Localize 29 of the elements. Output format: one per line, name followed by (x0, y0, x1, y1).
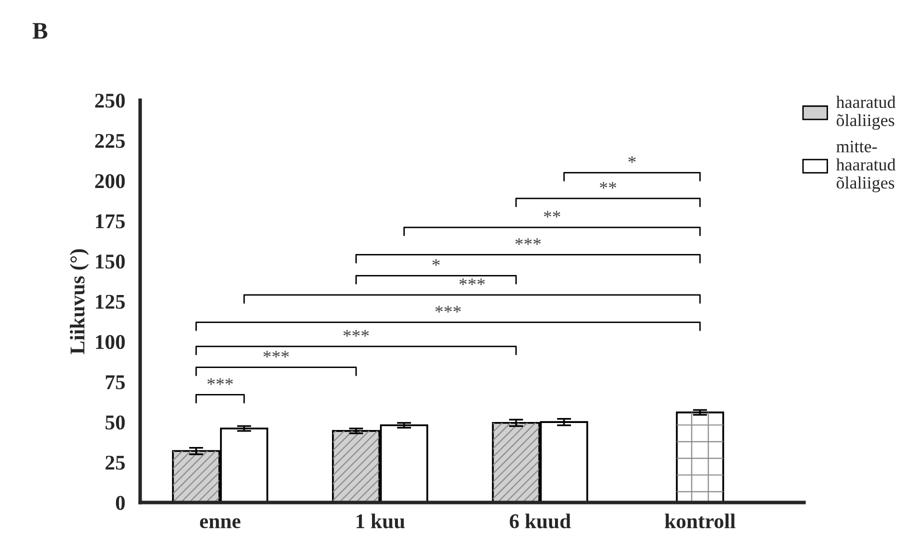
x-tick-label: kontroll (664, 514, 736, 528)
annotation: * (432, 259, 440, 266)
annotation: *** (435, 306, 461, 312)
y-tick-label: 75 (106, 375, 125, 390)
y-tick-label: 50 (106, 415, 125, 430)
y-tick-label: 125 (96, 294, 125, 309)
annotation: *** (263, 350, 289, 358)
y-tick-label: 250 (95, 94, 125, 108)
legend-label: haaratud õlaliiges (836, 96, 896, 130)
y-tick-label: 225 (95, 134, 125, 148)
y-axis-title: Liikuvus (°) (70, 249, 89, 354)
annotation: *** (343, 330, 369, 337)
y-tick-label: 100 (96, 334, 125, 350)
annotation: *** (515, 238, 541, 245)
x-tick-label: 1 kuu (356, 514, 405, 528)
annotation: *** (207, 378, 233, 385)
y-tick-label: 175 (96, 214, 125, 228)
x-tick-label: 6 kuud (510, 514, 571, 528)
y-tick-label: 25 (106, 456, 125, 470)
text: B (32, 23, 48, 39)
annotation: ** (544, 210, 560, 218)
annotation: *** (459, 278, 485, 286)
x-tick-label: enne (200, 518, 240, 528)
y-tick-label: 0 (116, 496, 125, 510)
annotation: ** (600, 182, 616, 189)
y-tick-label: 150 (96, 254, 125, 269)
legend-label: mitte- haaratud õlaliiges (836, 140, 896, 192)
annotation: * (628, 156, 636, 163)
y-tick-label: 200 (95, 174, 125, 188)
